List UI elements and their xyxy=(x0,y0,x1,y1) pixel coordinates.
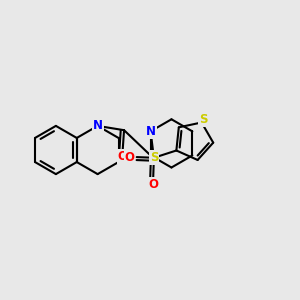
Text: O: O xyxy=(124,151,134,164)
Text: O: O xyxy=(118,150,128,163)
Text: S: S xyxy=(150,151,158,164)
Text: S: S xyxy=(199,113,208,126)
Text: N: N xyxy=(93,119,103,132)
Text: O: O xyxy=(148,178,158,191)
Text: N: N xyxy=(146,125,156,138)
